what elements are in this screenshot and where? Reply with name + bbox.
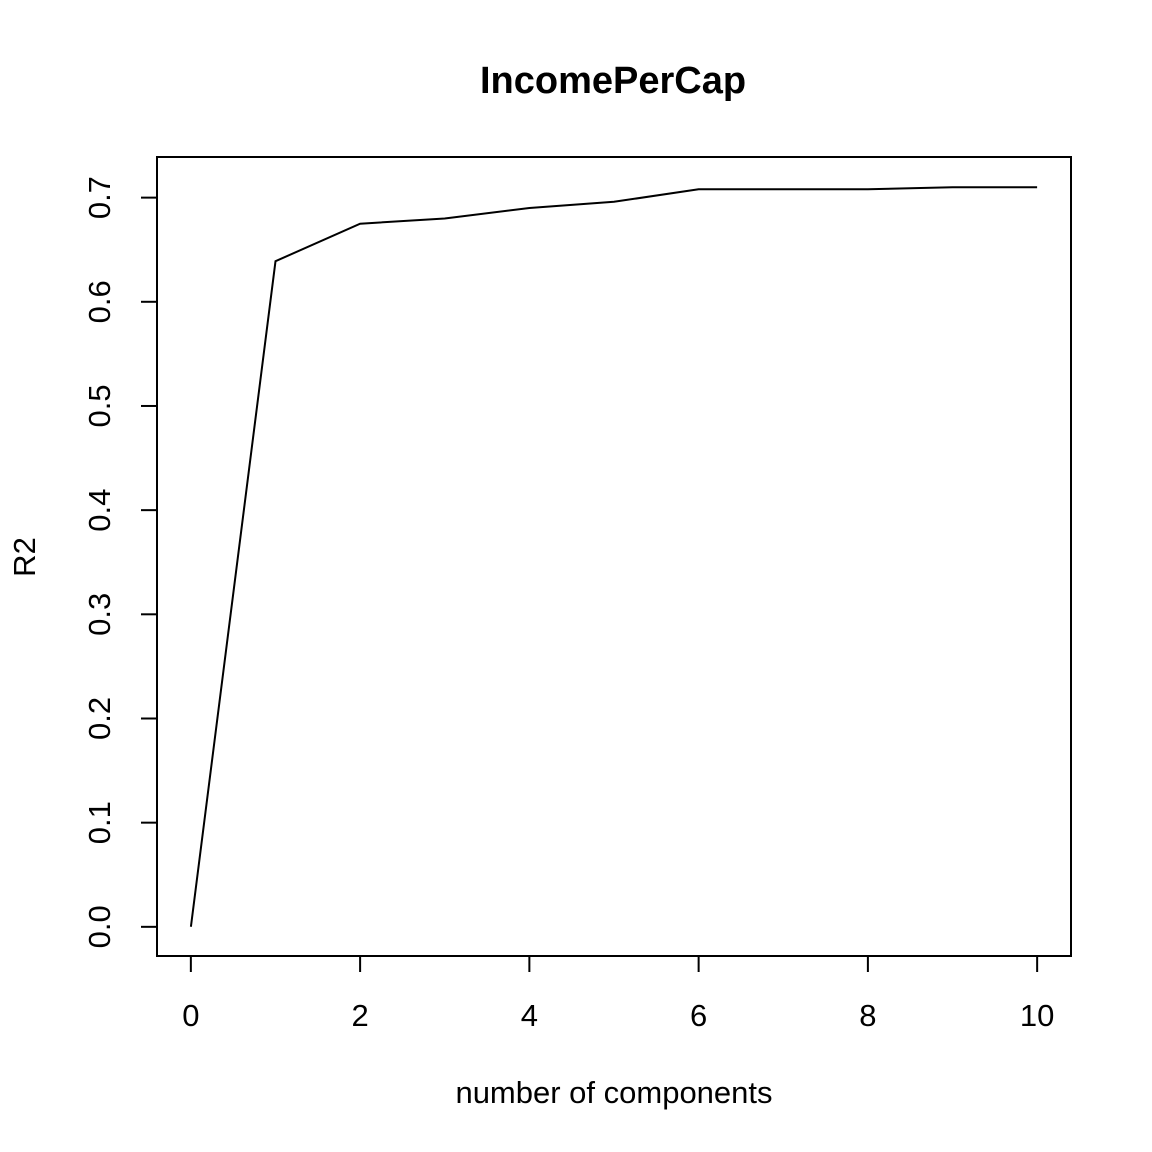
- y-tick-label: 0.3: [82, 593, 117, 636]
- y-axis: 0.0 0.1 0.2 0.3 0.4 0.5 0.6 0.7: [82, 176, 158, 948]
- y-tick-label: 0.7: [82, 176, 117, 219]
- x-tick-label: 8: [859, 998, 876, 1033]
- x-tick-label: 10: [1020, 998, 1054, 1033]
- y-axis-label: R2: [7, 537, 42, 577]
- y-tick-label: 0.1: [82, 801, 117, 844]
- x-tick-label: 4: [521, 998, 538, 1033]
- y-tick-label: 0.4: [82, 489, 117, 532]
- y-tick-label: 0.6: [82, 280, 117, 323]
- x-axis-label: number of components: [455, 1075, 772, 1110]
- x-tick-label: 2: [351, 998, 368, 1033]
- series-group: [189, 186, 1038, 927]
- x-axis: 0 2 4 6 8 10: [182, 955, 1054, 1033]
- x-tick-label: 0: [182, 998, 199, 1033]
- plot-frame: [156, 156, 1072, 957]
- x-tick-label: 6: [690, 998, 707, 1033]
- y-tick-label: 0.0: [82, 905, 117, 948]
- y-tick-label: 0.2: [82, 697, 117, 740]
- y-tick-label: 0.5: [82, 384, 117, 427]
- r2-series-line: [189, 186, 1038, 927]
- chart-title: IncomePerCap: [480, 60, 746, 102]
